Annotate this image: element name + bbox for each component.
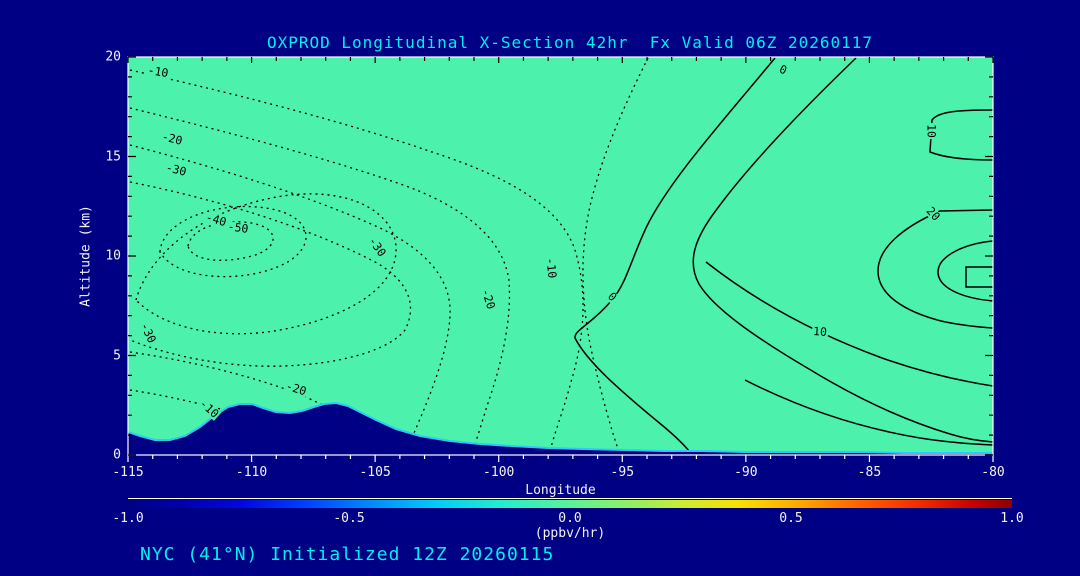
y-tick-label: 20 <box>105 49 121 65</box>
chart-title: OXPROD Longitudinal X-Section 42hr Fx Va… <box>266 33 874 52</box>
colorbar-tick-label: 0.5 <box>779 511 803 526</box>
contour-value-label: -50 <box>225 219 251 236</box>
y-axis-ticks <box>128 56 136 456</box>
plot-fill <box>128 57 993 455</box>
contour-value-label: 10 <box>924 123 939 139</box>
x-tick-label: -110 <box>235 465 268 480</box>
colorbar-top-line <box>128 498 1012 499</box>
footer-annotation: NYC (41°N) Initialized 12Z 20260115 <box>140 544 555 565</box>
x-tick-label: -95 <box>610 465 635 480</box>
colorbar-tick-label: -0.5 <box>333 511 365 526</box>
colorbar-tick-label: 1.0 <box>1000 511 1024 526</box>
right-axis-ticks <box>985 56 993 456</box>
x-tick-label: -90 <box>734 465 758 480</box>
colorbar-unit-label: (ppbv/hr) <box>534 526 606 541</box>
y-tick-label: 5 <box>113 348 121 363</box>
colorbar-gradient <box>128 500 1012 508</box>
y-tick-label: 15 <box>105 149 121 164</box>
x-tick-label: -100 <box>483 465 515 480</box>
top-axis-ticks <box>127 57 994 63</box>
colorbar-tick-label: -1.0 <box>112 511 144 526</box>
y-tick-label: 0 <box>113 447 121 463</box>
positive-contours-group <box>574 57 993 455</box>
x-tick-label: -80 <box>981 465 1005 480</box>
contour-value-label: -10 <box>145 62 171 81</box>
x-axis-title: Longitude <box>525 483 596 498</box>
y-tick-label: 10 <box>105 248 121 264</box>
x-tick-label: -85 <box>857 465 882 480</box>
x-tick-label: -105 <box>359 465 391 480</box>
colorbar-tick-label: 0.0 <box>558 511 582 526</box>
y-axis-title: Altitude (km) <box>78 205 94 307</box>
x-tick-label: -115 <box>112 465 144 480</box>
contour-value-label: 10 <box>811 324 829 339</box>
negative-contours-group <box>129 57 649 455</box>
x-axis-ticks <box>127 455 994 462</box>
contour-value-label: -10 <box>543 256 560 280</box>
